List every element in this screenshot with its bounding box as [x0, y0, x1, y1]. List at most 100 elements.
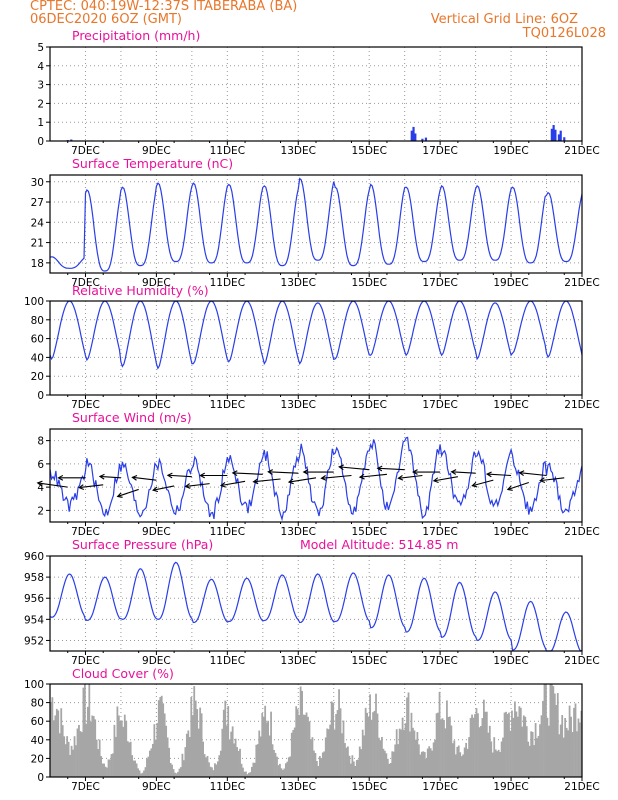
- wind-arrow-head: [78, 484, 85, 490]
- cloud-cover-bar: [64, 744, 67, 777]
- pressure-xtick-label: 19DEC: [493, 655, 528, 667]
- cloud-cover-bar: [546, 717, 549, 777]
- humidity-series-line: [49, 300, 583, 370]
- cloud-cover-bar: [401, 717, 404, 777]
- cloud-cover-bar: [132, 760, 135, 777]
- cloud-cover-bar: [530, 731, 533, 777]
- cloud-cover-bar: [511, 710, 513, 777]
- precipitation-xtick-label: 9DEC: [142, 145, 171, 157]
- cloud-cover-bar: [246, 774, 249, 777]
- cloud-cover-bar: [412, 727, 414, 777]
- wind-arrow-head: [506, 485, 513, 491]
- cloud-cover-bar: [289, 756, 292, 777]
- cloud-cover-bar: [354, 766, 357, 777]
- cloud-cover-bar: [525, 726, 528, 777]
- cloud-cover-bar: [206, 755, 209, 777]
- cloud-cover-bar: [503, 712, 506, 777]
- wind-arrow: [220, 480, 246, 487]
- cloud-cover-bar: [209, 766, 212, 777]
- wind-arrow-head: [287, 478, 294, 485]
- cloud-cover-bar: [298, 714, 301, 777]
- cloud-cover-bar: [493, 737, 496, 777]
- cloud-cover-bar: [184, 747, 187, 777]
- cloud-cover-bar: [500, 741, 503, 777]
- pressure-ytick-label: 952: [24, 635, 44, 647]
- cloud-cover-bar: [382, 748, 385, 777]
- cloud-cover-bar: [447, 716, 450, 777]
- cloud-cover-bar: [499, 752, 502, 777]
- cloud-cover-bar: [249, 772, 252, 777]
- wind-arrow: [519, 472, 547, 477]
- precipitation-xtick-label: 13DEC: [281, 145, 316, 157]
- cloud-cover-bar: [420, 751, 423, 777]
- cloud-cover-bar: [559, 724, 562, 777]
- temperature-series-line: [49, 177, 583, 272]
- header-station: CPTEC: 040:19W-12:37S ITABERABA (BA): [30, 0, 298, 14]
- cloud-cover-bar: [304, 714, 306, 777]
- cloud-cover-bar: [388, 763, 391, 777]
- cloud-cover-xtick-label: 21DEC: [564, 781, 599, 793]
- cloud-cover-bar: [367, 716, 370, 777]
- cloud-cover-bar: [363, 735, 366, 777]
- cloud-cover-bar: [366, 712, 369, 777]
- cloud-cover-bar: [183, 760, 185, 777]
- wind-arrow: [339, 466, 370, 471]
- cloud-cover-bar: [556, 693, 559, 777]
- cloud-cover-bar: [199, 707, 202, 777]
- cloud-cover-bar: [157, 700, 160, 777]
- cloud-cover-bar: [70, 745, 73, 777]
- wind-arrow: [253, 478, 281, 483]
- cloud-cover-bar: [333, 729, 336, 777]
- pressure-ytick-label: 954: [24, 614, 44, 626]
- cloud-cover-bar: [571, 732, 574, 777]
- precipitation-ytick-label: 4: [37, 61, 44, 73]
- cloud-cover-bar: [481, 718, 484, 777]
- precipitation-ytick-label: 0: [37, 136, 44, 148]
- pressure-annotation: Model Altitude: 514.85 m: [300, 537, 458, 552]
- cloud-cover-bar: [426, 748, 429, 777]
- cloud-cover-bar: [82, 687, 85, 777]
- cloud-cover-bar: [357, 759, 360, 777]
- cloud-cover-bar: [508, 712, 510, 777]
- precipitation-bar: [424, 137, 428, 141]
- cloud-cover-bar: [227, 705, 230, 777]
- cloud-cover-bar: [410, 712, 413, 777]
- cloud-cover-bar: [323, 751, 326, 777]
- cloud-cover-bar: [471, 714, 473, 777]
- cloud-cover-bar: [54, 715, 57, 777]
- cloud-cover-bar: [140, 773, 142, 777]
- cloud-cover-bar: [188, 737, 191, 777]
- temperature-ytick-label: 27: [31, 197, 44, 209]
- cloud-cover-bar: [540, 715, 543, 777]
- wind-ytick-label: 4: [37, 482, 44, 494]
- wind-xtick-label: 7DEC: [71, 526, 100, 538]
- wind-arrow: [507, 481, 529, 490]
- cloud-cover-bar: [320, 758, 323, 777]
- cloud-cover-bar: [296, 709, 299, 777]
- cloud-cover-bar: [545, 684, 547, 777]
- cloud-cover-bar: [72, 749, 74, 777]
- cloud-cover-bar: [279, 763, 281, 777]
- temperature-xtick-label: 7DEC: [71, 277, 100, 289]
- cloud-cover-bar: [524, 716, 527, 777]
- cloud-cover-bar: [310, 739, 312, 777]
- cloud-cover-bar: [477, 713, 479, 777]
- cloud-cover-bar: [360, 749, 363, 777]
- cloud-cover-ytick-label: 0: [37, 772, 44, 784]
- cloud-cover-bar: [286, 761, 289, 777]
- cloud-cover-bar: [348, 755, 351, 777]
- cloud-cover-bar: [98, 739, 101, 777]
- cloud-cover-bar: [86, 706, 89, 777]
- cloud-cover-bar: [422, 751, 425, 777]
- wind-arrow-head: [539, 477, 546, 484]
- cloud-cover-bar: [125, 720, 128, 777]
- cloud-cover-bar: [385, 753, 388, 777]
- cloud-cover-bar: [459, 752, 462, 777]
- cloud-cover-bar: [106, 767, 108, 777]
- cloud-cover-bar: [409, 731, 411, 777]
- cloud-cover-bar: [549, 684, 552, 777]
- cloud-cover-bar: [548, 725, 550, 777]
- cloud-cover-bar: [216, 761, 219, 777]
- wind-arrow: [79, 484, 104, 489]
- cloud-cover-bar: [97, 749, 100, 777]
